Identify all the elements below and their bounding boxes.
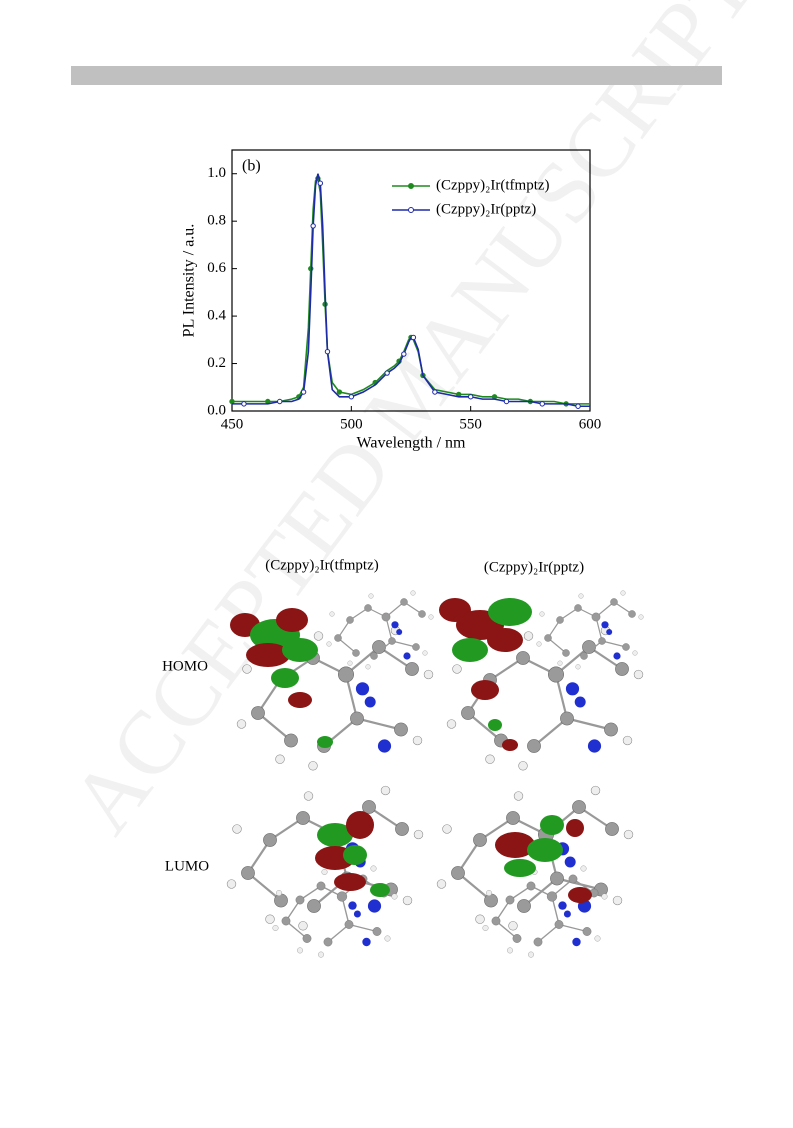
series-marker: [229, 398, 235, 405]
column-label: (Czppy)₂Ir(pptz): [484, 559, 584, 575]
x-axis-label: Wavelength / nm: [357, 435, 466, 452]
series-marker: [539, 401, 545, 407]
legend-label: (Czppy)₂Ir(pptz): [436, 201, 536, 217]
series-marker: [241, 401, 247, 407]
series-marker: [491, 394, 498, 400]
orbital-image: [230, 589, 434, 772]
x-tick-label: 550: [459, 416, 482, 432]
orbital-image: [439, 589, 645, 772]
header-bar: [71, 66, 722, 85]
watermark: ACCEPTED MANUSCRIPT: [52, 0, 774, 851]
plot-frame: [231, 149, 591, 412]
x-tick-label: 450: [221, 416, 244, 432]
panel-label: (b): [242, 158, 261, 175]
series-marker: [300, 389, 307, 395]
y-axis-label: PL Intensity / a.u.: [181, 224, 198, 338]
y-tick-label: 0.8: [207, 213, 226, 229]
series-marker: [324, 348, 331, 355]
orbital-image: [436, 784, 635, 959]
legend-label: (Czppy)₂Ir(tfmptz): [436, 177, 550, 193]
row-label: HOMO: [162, 658, 208, 674]
legend-marker: [408, 183, 414, 189]
series-marker: [503, 398, 510, 405]
series-marker: [575, 403, 581, 409]
series-marker: [317, 180, 324, 186]
series-marker: [410, 334, 417, 341]
orbital-image: [226, 784, 424, 959]
series-marker: [401, 351, 407, 357]
column-label: (Czppy)₂Ir(tfmptz): [265, 557, 379, 573]
series-marker: [277, 398, 283, 405]
y-tick-label: 1.0: [207, 165, 226, 181]
series-marker: [432, 389, 438, 395]
series-marker: [310, 223, 316, 229]
series-marker: [384, 370, 390, 376]
series-marker: [467, 394, 474, 400]
x-tick-label: 500: [340, 416, 363, 432]
y-tick-label: 0.4: [207, 308, 226, 324]
chart: 450 500 550 600 0.0 0.2 0.4 0.6 0.8 1.0 Wavelength…: [181, 149, 602, 452]
y-tick-label: 0.0: [207, 402, 226, 418]
series-marker: [336, 389, 343, 395]
x-tick-label: 600: [579, 416, 602, 432]
series-marker: [348, 394, 355, 400]
y-tick-label: 0.6: [207, 260, 226, 276]
legend-marker: [408, 207, 414, 213]
row-label: LUMO: [165, 858, 209, 874]
y-tick-label: 0.2: [207, 355, 226, 371]
